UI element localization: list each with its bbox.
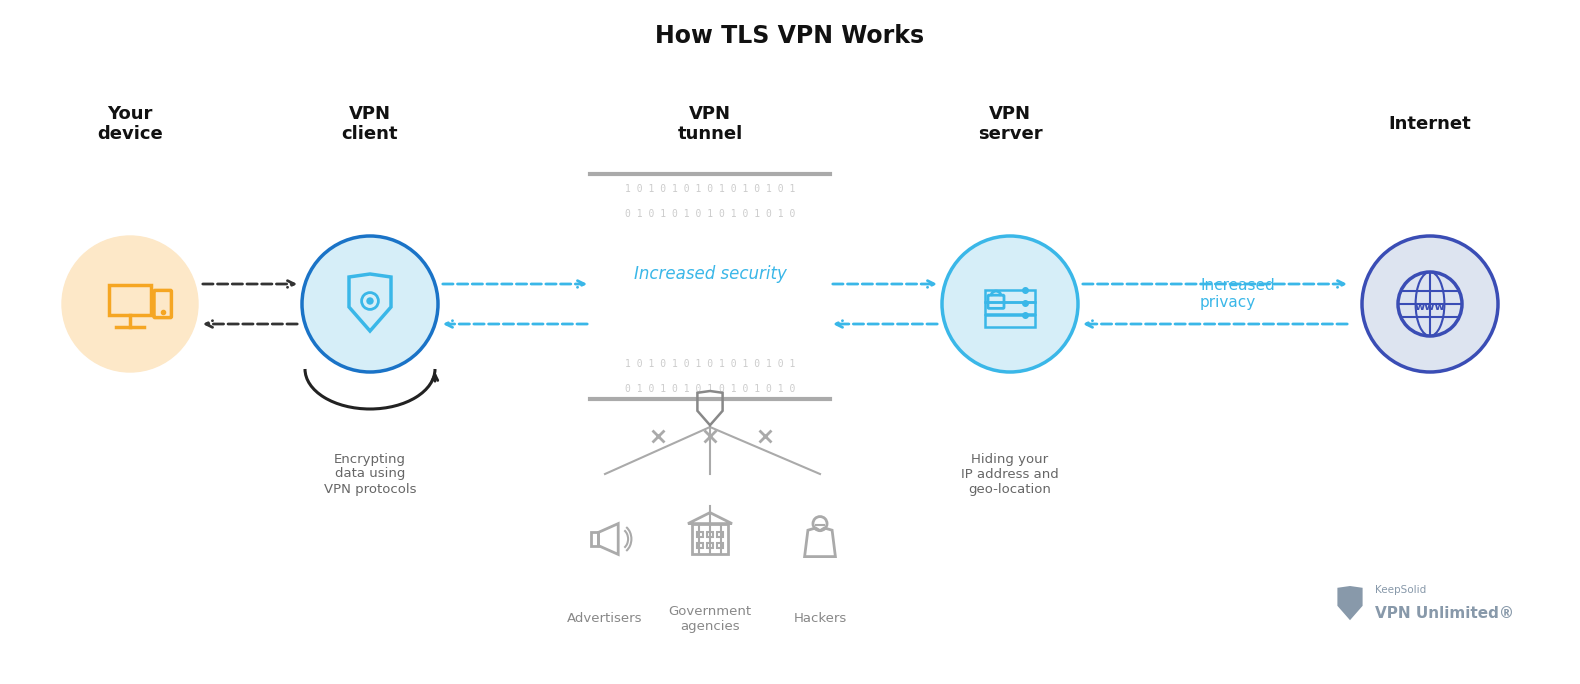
Text: Hackers: Hackers [793, 612, 847, 625]
Text: Government
agencies: Government agencies [668, 605, 752, 633]
Circle shape [367, 298, 373, 304]
Circle shape [1362, 236, 1498, 372]
Text: VPN
client: VPN client [341, 105, 398, 144]
Text: Your
device: Your device [96, 105, 163, 144]
Circle shape [302, 236, 438, 372]
Text: Internet: Internet [1389, 115, 1471, 133]
Text: 0 1 0 1 0 1 0 1 0 1 0 1 0 1 0: 0 1 0 1 0 1 0 1 0 1 0 1 0 1 0 [624, 209, 795, 219]
Text: 1 0 1 0 1 0 1 0 1 0 1 0 1 0 1: 1 0 1 0 1 0 1 0 1 0 1 0 1 0 1 [624, 359, 795, 369]
Text: Increased
privacy: Increased privacy [1199, 278, 1275, 311]
Text: Advertisers: Advertisers [567, 612, 643, 625]
Text: VPN Unlimited®: VPN Unlimited® [1375, 607, 1514, 622]
Circle shape [62, 236, 198, 372]
Circle shape [942, 236, 1078, 372]
Polygon shape [1337, 586, 1362, 620]
Text: KeepSolid: KeepSolid [1375, 585, 1427, 595]
Text: How TLS VPN Works: How TLS VPN Works [656, 24, 924, 48]
Text: www: www [1414, 302, 1446, 312]
Text: VPN
server: VPN server [978, 105, 1043, 144]
Text: Increased security: Increased security [634, 265, 787, 283]
Text: Hiding your
IP address and
geo-location: Hiding your IP address and geo-location [961, 453, 1059, 495]
Text: 1 0 1 0 1 0 1 0 1 0 1 0 1 0 1: 1 0 1 0 1 0 1 0 1 0 1 0 1 0 1 [624, 184, 795, 194]
Text: 0 1 0 1 0 1 0 1 0 1 0 1 0 1 0: 0 1 0 1 0 1 0 1 0 1 0 1 0 1 0 [624, 384, 795, 394]
Text: VPN
tunnel: VPN tunnel [678, 105, 743, 144]
Text: Encrypting
data using
VPN protocols: Encrypting data using VPN protocols [324, 453, 416, 495]
